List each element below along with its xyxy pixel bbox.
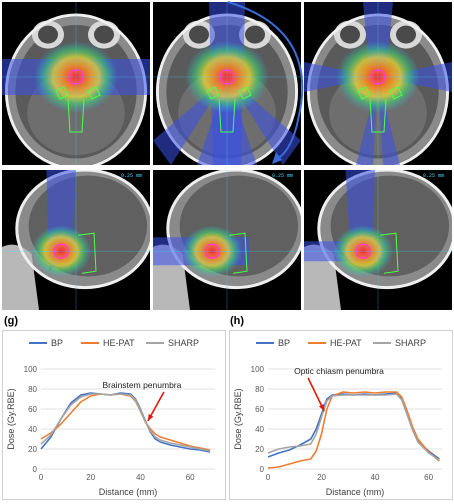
panel-label-d: (d) [4,170,19,182]
legend-label-bp: BP [278,338,290,348]
y-tick-label: 60 [28,405,37,414]
scale-readout-f: 0.25 mm [422,173,444,179]
y-tick-label: 40 [28,425,37,434]
legend-g: BP HE-PAT SHARP [29,338,199,348]
series-line-bp [40,392,211,453]
legend-label-he-pat: HE-PAT [330,338,362,348]
chart-h: BP HE-PAT SHARP 0 20 40 60 80 100 0 20 40 60 Distance… [233,338,442,497]
x-tick-label: 40 [136,473,145,482]
y-axis-label: Dose (Gy.RBE) [6,388,16,449]
series-line-sharp [267,393,440,461]
x-tick-label: 20 [86,473,95,482]
panel-label-e: (e) [154,170,168,182]
panel-label-b: (b) [154,2,169,14]
y-tick-label: 80 [255,385,264,394]
legend-label-he-pat: HE-PAT [103,338,135,348]
ct-panel-a [2,2,150,165]
series-line-he-pat [267,391,440,469]
annotation-text: Optic chiasm penumbra [294,366,384,376]
y-tick-label: 60 [255,405,264,414]
x-tick-label: 60 [424,473,433,482]
ct-image-c [304,2,452,165]
scale-readout-e: 0.25 mm [271,173,293,179]
legend-label-sharp: SHARP [168,338,199,348]
panel-label-h: (h) [230,315,245,327]
chart-g-frame: BP HE-PAT SHARP 0 20 40 60 80 100 0 20 40 60 Distance… [2,330,226,500]
y-axis-label: Dose (Gy.RBE) [233,388,243,449]
ct-panel-c [304,2,452,165]
y-tick-label: 0 [33,465,38,474]
x-tick-label: 0 [39,473,44,482]
ct-panel-b [153,2,301,165]
ct-image-d [2,170,150,310]
chart-g: BP HE-PAT SHARP 0 20 40 60 80 100 0 20 40 60 Distance… [6,338,215,497]
panel-label-f: (f) [305,170,316,182]
legend-h: BP HE-PAT SHARP [256,338,426,348]
ct-image-b [153,2,301,165]
panel-label-c: (c) [305,2,319,14]
ct-panel-f: 0.25 mm [304,170,452,310]
x-tick-label: 60 [186,473,195,482]
y-tick-label: 40 [255,425,264,434]
ct-image-f [304,170,452,310]
annotation-text: Brainstem penumbra [102,380,181,390]
x-tick-label: 0 [266,473,271,482]
ct-panel-d: 0.25 mm [2,170,150,310]
legend-label-bp: BP [51,338,63,348]
panel-label-g: (g) [4,315,19,327]
y-tick-label: 80 [28,385,37,394]
x-tick-label: 20 [317,473,326,482]
annotation-arrowhead [147,414,154,421]
y-tick-label: 20 [255,445,264,454]
ct-image-e [153,170,301,310]
x-axis-label: Distance (mm) [326,487,385,497]
annotation-arrowhead [318,404,325,411]
legend-label-sharp: SHARP [395,338,426,348]
y-tick-label: 100 [251,365,265,374]
chart-h-frame: BP HE-PAT SHARP 0 20 40 60 80 100 0 20 40 60 Distance… [229,330,453,500]
scale-readout-d: 0.25 mm [120,173,142,179]
y-tick-label: 20 [28,445,37,454]
series-line-he-pat [40,393,211,451]
series-line-sharp [40,393,211,452]
ct-image-a [2,2,150,165]
x-tick-label: 40 [371,473,380,482]
y-tick-label: 0 [260,465,265,474]
panel-label-a: (a) [4,2,18,14]
ct-panel-e: 0.25 mm [153,170,301,310]
y-tick-label: 100 [24,365,38,374]
x-axis-label: Distance (mm) [99,487,158,497]
